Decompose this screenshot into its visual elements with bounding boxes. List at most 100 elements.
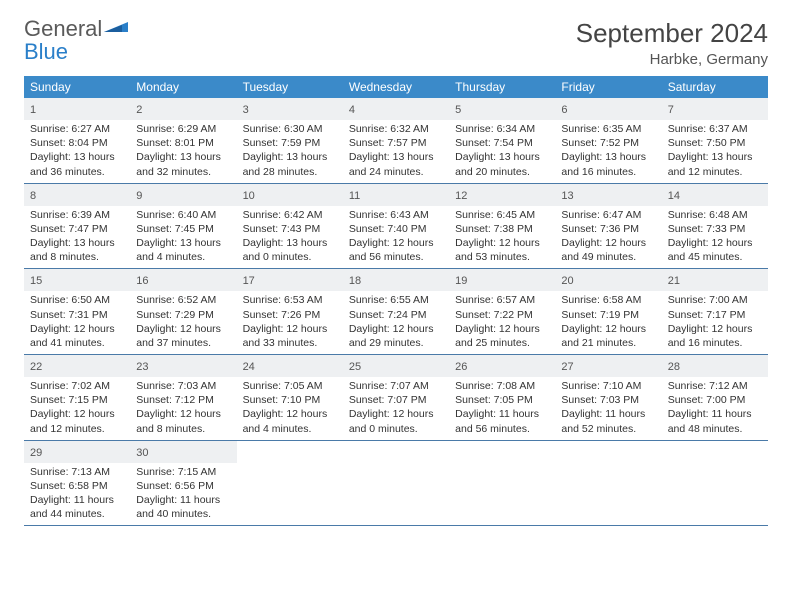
day-number-row: 12 (449, 184, 555, 206)
calendar-cell: 27Sunrise: 7:10 AMSunset: 7:03 PMDayligh… (555, 355, 661, 440)
day-number-row: 20 (555, 269, 661, 291)
sunrise-text: Sunrise: 7:03 AM (136, 379, 230, 393)
daylight-text: Daylight: 13 hours and 36 minutes. (30, 150, 124, 178)
day-number: 11 (349, 190, 360, 202)
sunset-text: Sunset: 7:29 PM (136, 308, 230, 322)
sunset-text: Sunset: 7:31 PM (30, 308, 124, 322)
day-details: Sunrise: 6:52 AMSunset: 7:29 PMDaylight:… (130, 291, 236, 354)
daylight-text: Daylight: 13 hours and 12 minutes. (668, 150, 762, 178)
daylight-text: Daylight: 12 hours and 12 minutes. (30, 407, 124, 435)
day-details: Sunrise: 7:05 AMSunset: 7:10 PMDaylight:… (237, 377, 343, 440)
day-details: Sunrise: 6:27 AMSunset: 8:04 PMDaylight:… (24, 120, 130, 183)
calendar-cell (449, 441, 555, 526)
day-number-row: 24 (237, 355, 343, 377)
sunset-text: Sunset: 7:10 PM (243, 393, 337, 407)
dayname-monday: Monday (130, 76, 236, 98)
day-number-row: 13 (555, 184, 661, 206)
daylight-text: Daylight: 11 hours and 48 minutes. (668, 407, 762, 435)
sunset-text: Sunset: 7:52 PM (561, 136, 655, 150)
calendar-cell: 25Sunrise: 7:07 AMSunset: 7:07 PMDayligh… (343, 355, 449, 440)
daylight-text: Daylight: 12 hours and 37 minutes. (136, 322, 230, 350)
sunrise-text: Sunrise: 6:32 AM (349, 122, 443, 136)
daylight-text: Daylight: 12 hours and 53 minutes. (455, 236, 549, 264)
calendar-cell: 11 Sunrise: 6:43 AMSunset: 7:40 PMDayligh… (343, 184, 449, 269)
daylight-text: Daylight: 12 hours and 4 minutes. (243, 407, 337, 435)
calendar-week: 22Sunrise: 7:02 AMSunset: 7:15 PMDayligh… (24, 355, 768, 441)
calendar-cell: 8Sunrise: 6:39 AMSunset: 7:47 PMDaylight… (24, 184, 130, 269)
calendar-cell (662, 441, 768, 526)
logo-text: General Blue (24, 18, 128, 64)
daylight-text: Daylight: 12 hours and 33 minutes. (243, 322, 337, 350)
sunrise-text: Sunrise: 6:43 AM (349, 208, 443, 222)
calendar-cell (237, 441, 343, 526)
sunset-text: Sunset: 7:15 PM (30, 393, 124, 407)
day-number-row: 21 (662, 269, 768, 291)
sunrise-text: Sunrise: 6:39 AM (30, 208, 124, 222)
day-number: 23 (136, 361, 148, 373)
day-number: 14 (668, 190, 680, 202)
day-details: Sunrise: 6:35 AMSunset: 7:52 PMDaylight:… (555, 120, 661, 183)
sunset-text: Sunset: 7:36 PM (561, 222, 655, 236)
calendar-cell: 16 Sunrise: 6:52 AMSunset: 7:29 PMDayligh… (130, 269, 236, 354)
day-details: Sunrise: 7:03 AMSunset: 7:12 PMDaylight:… (130, 377, 236, 440)
day-details: Sunrise: 6:32 AMSunset: 7:57 PMDaylight:… (343, 120, 449, 183)
day-number: 3 (243, 104, 249, 116)
logo-word-general: General (24, 16, 102, 41)
day-number: 16 (136, 275, 148, 287)
day-number: 9 (136, 190, 142, 202)
day-number-row: 15 (24, 269, 130, 291)
sunrise-text: Sunrise: 7:00 AM (668, 293, 762, 307)
day-number-row: 22 (24, 355, 130, 377)
sunrise-text: Sunrise: 7:10 AM (561, 379, 655, 393)
calendar-week: 15Sunrise: 6:50 AMSunset: 7:31 PMDayligh… (24, 269, 768, 355)
sunrise-text: Sunrise: 6:45 AM (455, 208, 549, 222)
logo: General Blue (24, 18, 128, 64)
sunset-text: Sunset: 7:19 PM (561, 308, 655, 322)
calendar-cell: 10Sunrise: 6:42 AMSunset: 7:43 PMDayligh… (237, 184, 343, 269)
day-number: 20 (561, 275, 573, 287)
sunset-text: Sunset: 7:59 PM (243, 136, 337, 150)
day-number-row: 7 (662, 98, 768, 120)
logo-flag-icon (104, 18, 128, 36)
day-details: Sunrise: 6:45 AMSunset: 7:38 PMDaylight:… (449, 206, 555, 269)
calendar-cell: 3 Sunrise: 6:30 AMSunset: 7:59 PMDaylight… (237, 98, 343, 183)
calendar-week: 8Sunrise: 6:39 AMSunset: 7:47 PMDaylight… (24, 184, 768, 270)
day-details: Sunrise: 6:43 AMSunset: 7:40 PMDaylight:… (343, 206, 449, 269)
calendar-page: General Blue September 2024 Harbke, Germ… (0, 0, 792, 544)
day-number-row: 17 (237, 269, 343, 291)
calendar-week: 29Sunrise: 7:13 AMSunset: 6:58 PMDayligh… (24, 441, 768, 527)
calendar-cell: 21Sunrise: 7:00 AMSunset: 7:17 PMDayligh… (662, 269, 768, 354)
day-number: 10 (243, 190, 255, 202)
sunrise-text: Sunrise: 6:37 AM (668, 122, 762, 136)
daylight-text: Daylight: 12 hours and 0 minutes. (349, 407, 443, 435)
day-number: 7 (668, 104, 674, 116)
sunset-text: Sunset: 6:58 PM (30, 479, 124, 493)
day-number-row: 19 (449, 269, 555, 291)
day-details: Sunrise: 7:15 AMSunset: 6:56 PMDaylight:… (130, 463, 236, 526)
day-number-row: 27 (555, 355, 661, 377)
daylight-text: Daylight: 11 hours and 52 minutes. (561, 407, 655, 435)
day-number-row: 9 (130, 184, 236, 206)
sunset-text: Sunset: 7:54 PM (455, 136, 549, 150)
calendar-cell: 28Sunrise: 7:12 AMSunset: 7:00 PMDayligh… (662, 355, 768, 440)
day-number: 24 (243, 361, 255, 373)
day-number-row: 11 (343, 184, 449, 206)
day-number-row: 10 (237, 184, 343, 206)
daylight-text: Daylight: 13 hours and 8 minutes. (30, 236, 124, 264)
sunrise-text: Sunrise: 6:30 AM (243, 122, 337, 136)
month-title: September 2024 (576, 18, 768, 49)
day-number-row: 18 (343, 269, 449, 291)
daylight-text: Daylight: 12 hours and 41 minutes. (30, 322, 124, 350)
day-details: Sunrise: 7:13 AMSunset: 6:58 PMDaylight:… (24, 463, 130, 526)
sunrise-text: Sunrise: 6:55 AM (349, 293, 443, 307)
sunset-text: Sunset: 7:45 PM (136, 222, 230, 236)
sunset-text: Sunset: 7:22 PM (455, 308, 549, 322)
sunset-text: Sunset: 8:01 PM (136, 136, 230, 150)
day-details: Sunrise: 6:30 AMSunset: 7:59 PMDaylight:… (237, 120, 343, 183)
day-details: Sunrise: 7:07 AMSunset: 7:07 PMDaylight:… (343, 377, 449, 440)
sunset-text: Sunset: 7:40 PM (349, 222, 443, 236)
daylight-text: Daylight: 12 hours and 16 minutes. (668, 322, 762, 350)
sunrise-text: Sunrise: 6:58 AM (561, 293, 655, 307)
sunrise-text: Sunrise: 6:57 AM (455, 293, 549, 307)
dayname-row: Sunday Monday Tuesday Wednesday Thursday… (24, 76, 768, 98)
